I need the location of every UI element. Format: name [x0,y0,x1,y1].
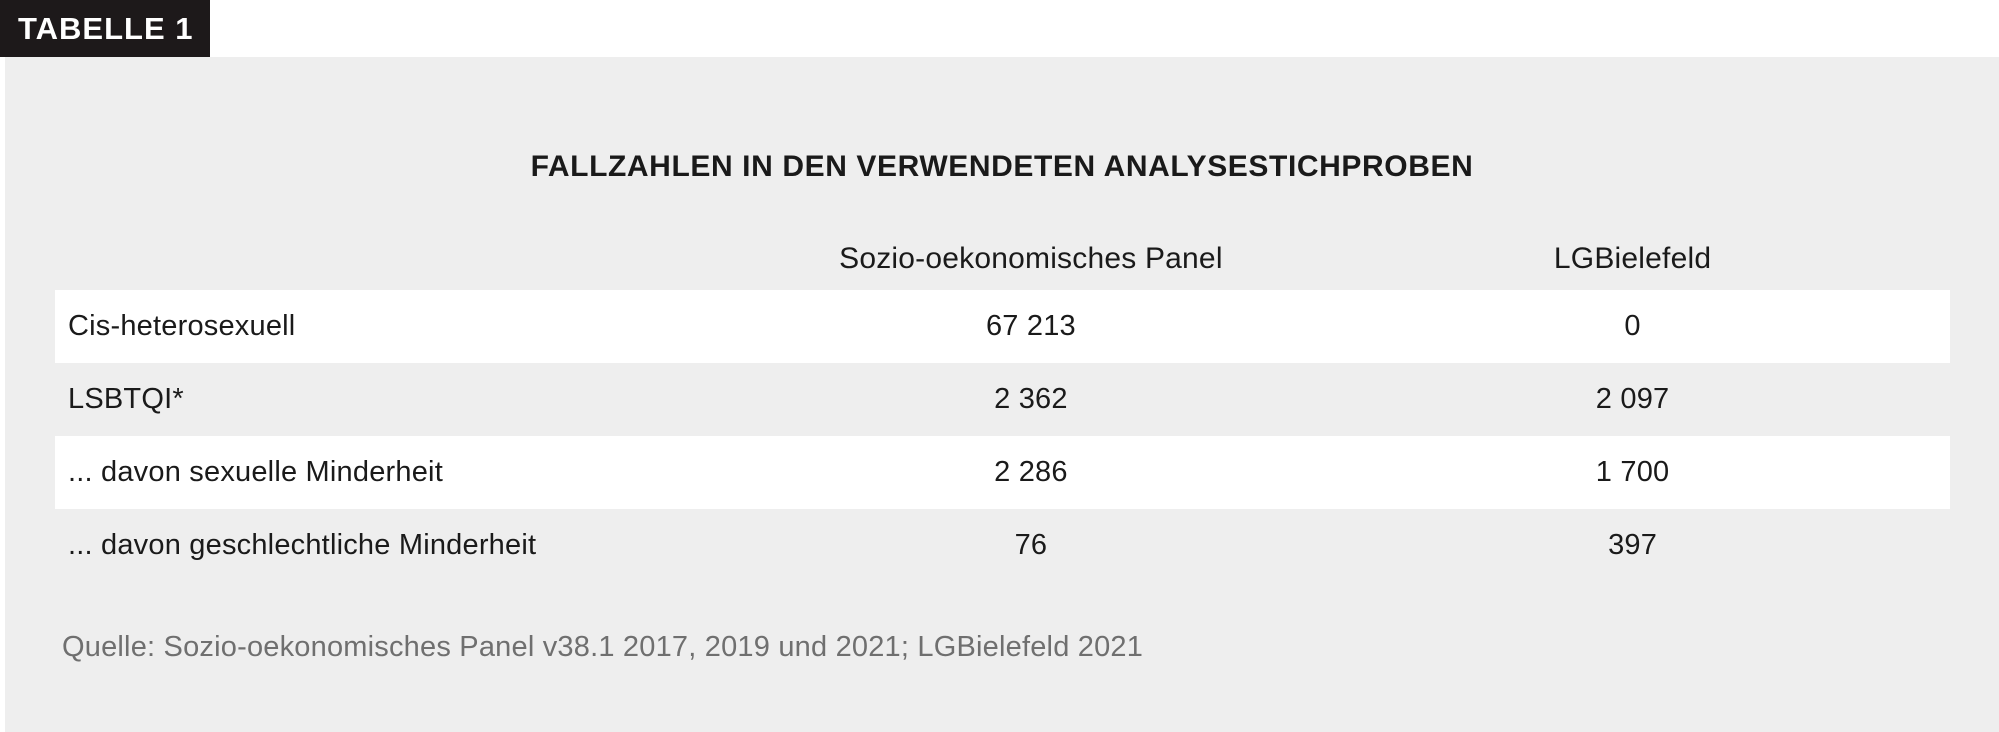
row-value-soep: 2 362 [994,383,1068,415]
table-title: FALLZAHLEN IN DEN VERWENDETEN ANALYSESTI… [530,150,1474,183]
row-label: ... davon sexuelle Minderheit [68,456,443,488]
row-value-lgbielefeld: 1 700 [1595,456,1670,488]
table-number-badge: TABELLE 1 [0,0,210,57]
row-value-soep: 76 [1014,529,1048,561]
source-note: Quelle: Sozio-oekonomisches Panel v38.1 … [62,631,1144,663]
table-row: ... davon geschlechtliche Minderheit 76 … [55,509,1950,582]
row-value-lgbielefeld: 2 097 [1595,383,1670,415]
header-soep-column: Sozio-oekonomisches Panel [839,242,1223,275]
case-numbers-table: Sozio-oekonomisches Panel LGBielefeld Ci… [55,228,1950,582]
table-row: Cis-heterosexuell 67 213 0 [55,290,1950,363]
header-lgbielefeld-column: LGBielefeld [1553,242,1712,275]
table-header-row: Sozio-oekonomisches Panel LGBielefeld [55,228,1950,290]
row-value-soep: 2 286 [994,456,1068,488]
row-value-lgbielefeld: 0 [1624,310,1641,342]
row-label: ... davon geschlechtliche Minderheit [68,529,537,561]
row-label: LSBTQI* [68,383,184,415]
row-value-soep: 67 213 [985,310,1076,342]
table-row: ... davon sexuelle Minderheit 2 286 1 70… [55,436,1950,509]
row-value-lgbielefeld: 397 [1608,529,1658,561]
figure-content-area: FALLZAHLEN IN DEN VERWENDETEN ANALYSESTI… [5,57,1999,732]
table-row: LSBTQI* 2 362 2 097 [55,363,1950,436]
row-label: Cis-heterosexuell [68,310,296,342]
